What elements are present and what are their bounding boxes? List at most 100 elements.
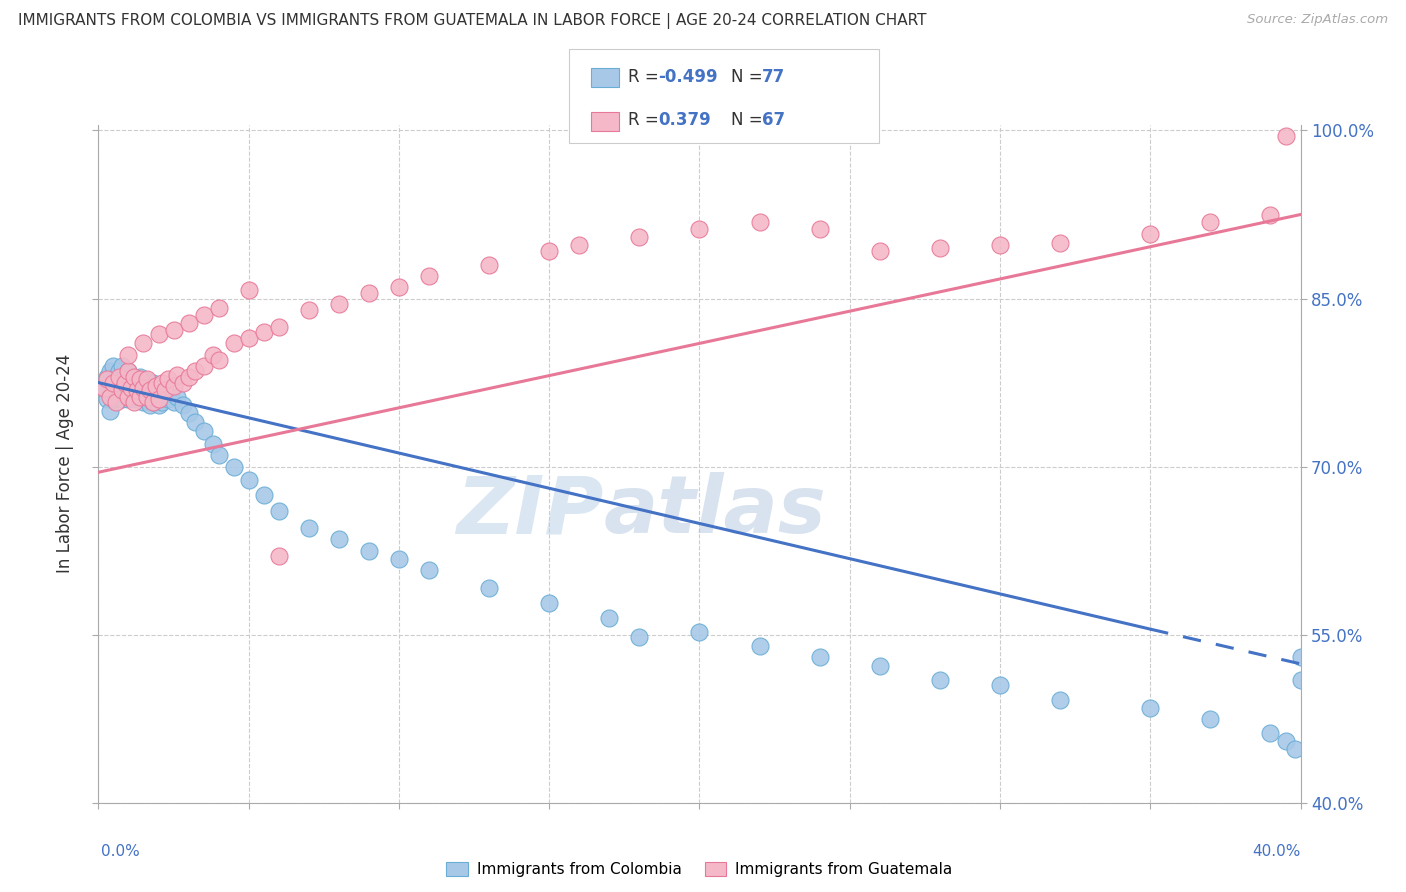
Point <box>138 398 160 412</box>
Point <box>127 390 149 404</box>
Point <box>1139 227 1161 241</box>
Point <box>208 353 231 368</box>
Point <box>267 549 290 564</box>
Text: 67: 67 <box>762 112 785 129</box>
Point <box>253 325 276 339</box>
Point <box>177 370 200 384</box>
Point <box>117 392 139 407</box>
Point <box>929 241 952 255</box>
Point <box>129 370 152 384</box>
Point <box>121 372 143 386</box>
Point <box>135 372 157 386</box>
Point <box>1284 742 1306 756</box>
Point <box>162 394 184 409</box>
Point <box>150 376 173 390</box>
Point <box>222 336 245 351</box>
Point <box>108 370 131 384</box>
Point <box>111 359 134 373</box>
Point <box>328 533 350 547</box>
Point <box>96 370 118 384</box>
Point <box>114 376 136 390</box>
Point <box>193 309 215 323</box>
Text: atlas: atlas <box>603 472 827 550</box>
Point <box>298 521 321 535</box>
Point <box>111 384 134 398</box>
Point <box>238 283 260 297</box>
Point <box>117 348 139 362</box>
Point <box>121 381 143 395</box>
Point <box>96 372 118 386</box>
Point <box>162 379 184 393</box>
Text: 40.0%: 40.0% <box>1253 845 1301 859</box>
Point <box>628 230 651 244</box>
Point <box>105 370 128 384</box>
Point <box>598 611 620 625</box>
Point <box>1199 215 1222 229</box>
Point <box>1139 700 1161 714</box>
Point <box>238 331 260 345</box>
Point <box>138 384 160 398</box>
Point <box>129 388 152 402</box>
Point <box>1260 726 1282 740</box>
Point <box>135 375 157 389</box>
Point <box>1274 129 1296 144</box>
Point <box>298 302 321 317</box>
Point <box>156 372 179 386</box>
Point <box>127 372 149 386</box>
Point <box>105 394 128 409</box>
Point <box>111 392 134 407</box>
Point <box>150 394 173 409</box>
Point <box>988 678 1011 692</box>
Point <box>145 379 167 393</box>
Point <box>808 650 831 665</box>
Point <box>141 376 163 390</box>
Point <box>105 386 128 401</box>
Point <box>418 563 440 577</box>
Point <box>172 398 194 412</box>
Point <box>121 386 143 401</box>
Point <box>117 390 139 404</box>
Point <box>388 551 411 566</box>
Text: -0.499: -0.499 <box>658 68 717 86</box>
Point <box>1260 207 1282 221</box>
Point <box>689 625 711 640</box>
Point <box>418 269 440 284</box>
Point <box>201 437 224 451</box>
Point <box>153 386 176 401</box>
Point <box>628 630 651 644</box>
Point <box>748 215 770 229</box>
Point <box>117 364 139 378</box>
Point <box>108 364 131 378</box>
Point <box>124 376 146 390</box>
Point <box>478 581 501 595</box>
Point <box>193 424 215 438</box>
Point <box>988 237 1011 252</box>
Point <box>132 336 155 351</box>
Point <box>172 376 194 390</box>
Point <box>183 415 205 429</box>
Point <box>238 473 260 487</box>
Point <box>748 639 770 653</box>
Text: 0.379: 0.379 <box>658 112 711 129</box>
Point <box>357 285 380 300</box>
Point <box>103 392 125 407</box>
Point <box>162 323 184 337</box>
Point <box>267 319 290 334</box>
Point <box>124 370 146 384</box>
Text: 0.0%: 0.0% <box>101 845 141 859</box>
Point <box>388 280 411 294</box>
Point <box>117 381 139 395</box>
Point <box>1049 692 1071 706</box>
Point <box>124 394 146 409</box>
Point <box>124 392 146 407</box>
Point <box>222 459 245 474</box>
Point <box>253 488 276 502</box>
Point <box>166 368 188 382</box>
Point <box>1274 734 1296 748</box>
Point <box>208 449 231 463</box>
Point <box>100 364 122 378</box>
Text: ZIP: ZIP <box>456 472 603 550</box>
Text: R =: R = <box>628 68 665 86</box>
Point <box>135 392 157 407</box>
Point <box>328 297 350 311</box>
